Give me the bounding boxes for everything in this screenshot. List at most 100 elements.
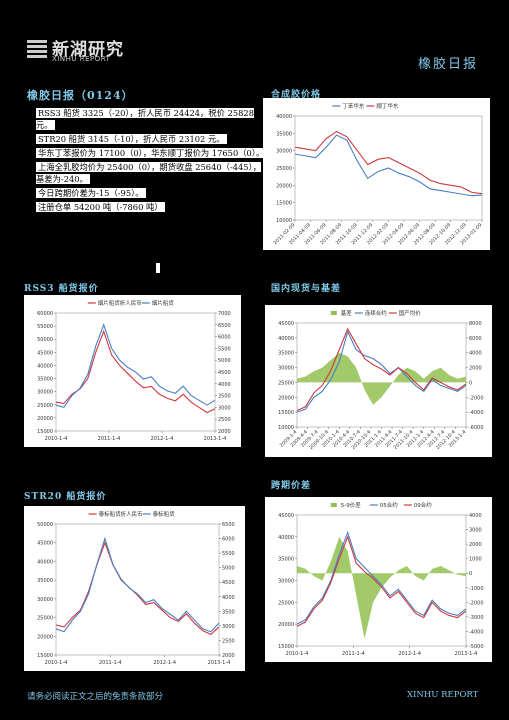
y-tick-label: 20000 xyxy=(37,634,53,640)
section-title-str20: STR20 船货报价 xyxy=(24,492,107,502)
y-tick-label: 60000 xyxy=(37,311,53,317)
chart-spread: 15000 20000 25000 30000 35000 40000 45000 -5000… xyxy=(265,497,492,662)
plot-frame xyxy=(55,523,220,656)
series-line xyxy=(294,130,483,195)
x-tick-label: 2011-1-4 xyxy=(99,660,122,666)
series-line xyxy=(296,330,467,413)
y-right-tick-label: 4500 xyxy=(218,370,231,376)
y-right-tick-label: 6000 xyxy=(218,335,231,341)
y-tick-label: 20000 xyxy=(278,395,294,401)
series-line xyxy=(55,329,216,414)
y-right-tick-label: 3500 xyxy=(218,394,231,400)
section-title-spread: 跨期价差 xyxy=(271,481,312,491)
y-right-tick-label: 5500 xyxy=(218,346,231,352)
summary-item: 今日跨期价差为-15（-95）。 xyxy=(36,188,146,198)
legend-swatch xyxy=(330,503,337,507)
x-tick-label: 2011-1-4 xyxy=(342,651,365,657)
y-tick-label: 40000 xyxy=(278,336,294,342)
y-tick-label: 15000 xyxy=(37,653,53,659)
y-right-tick-label: -6000 xyxy=(469,425,484,431)
x-tick-label: 2013-1-4 xyxy=(208,660,231,666)
y-tick-label: 10000 xyxy=(278,425,294,431)
chart-synthetic: 10000 15000 20000 25000 30000 35000 40000 2011-… xyxy=(263,98,490,250)
x-tick-label: 2012-1-4 xyxy=(398,651,421,657)
y-right-tick-label: -5000 xyxy=(469,644,484,650)
y-tick-label: 35000 xyxy=(276,131,292,137)
logo-icon xyxy=(25,37,49,61)
legend-label: 烟片船货 xyxy=(152,299,175,307)
y-right-tick-label: 2500 xyxy=(222,638,235,644)
chart-svg: 100001500020000250003000035000400002011-… xyxy=(272,102,483,246)
summary-item: RSS3 船货 3325（-20），折人民币 24424，税价 25828 元。 xyxy=(36,108,254,130)
x-tick-label: 2013-1-4 xyxy=(204,436,227,442)
legend-label: 顺丁华东 xyxy=(376,102,399,110)
y-right-tick-label: 6500 xyxy=(222,522,235,528)
y-right-tick-label: 3000 xyxy=(222,624,235,630)
series-line xyxy=(296,535,467,627)
y-right-tick-label: 1000 xyxy=(469,557,482,563)
y-right-tick-label: 6000 xyxy=(469,336,482,342)
y-right-tick-label: 8000 xyxy=(469,321,482,327)
y-tick-label: 15000 xyxy=(278,410,294,416)
x-tick-label: 2012-1-4 xyxy=(151,436,174,442)
y-right-tick-label: 0 xyxy=(469,380,472,386)
summary-title: 橡胶日报（0124） xyxy=(27,89,134,102)
y-tick-label: 30000 xyxy=(276,149,292,155)
y-right-tick-label: 2000 xyxy=(218,429,231,435)
legend-label: 泰标船货 xyxy=(153,510,176,518)
series-line xyxy=(296,530,467,625)
y-right-tick-label: -2000 xyxy=(469,395,484,401)
y-right-tick-label: 2000 xyxy=(469,366,482,372)
series-line xyxy=(296,327,467,412)
y-right-tick-label: 4000 xyxy=(222,595,235,601)
x-tick-label: 2012-1-4 xyxy=(153,660,176,666)
section-title-rss3: RSS3 船货报价 xyxy=(24,284,99,294)
legend: 烟片船货折人民币 烟片船货 xyxy=(87,299,175,307)
y-right-tick-label: 0 xyxy=(469,571,472,577)
chart-svg: 1000015000200002500030000350004000045000… xyxy=(278,309,484,451)
x-tick-label: 2010-1-4 xyxy=(45,660,68,666)
y-tick-label: 40000 xyxy=(37,363,53,369)
y-tick-label: 40000 xyxy=(276,114,292,120)
chart-rss3: 15000 20000 25000 30000 35000 40000 45000 50000… xyxy=(24,295,241,447)
chart-svg: 15000 20000 25000 30000 35000 40000 45000 50000… xyxy=(37,299,231,442)
legend-label: 5-9价差 xyxy=(341,501,361,509)
legend-swatch xyxy=(330,311,337,315)
summary-item: 华东丁苯报价为 17100（0），华东顺丁报价为 17650（0）。 xyxy=(36,148,267,158)
chart-str20: 15000 20000 25000 30000 35000 40000 45000 50000… xyxy=(24,506,245,671)
y-tick-label: 40000 xyxy=(37,559,53,565)
footer-brand: XINHU REPORT xyxy=(407,690,479,700)
y-right-tick-label: 5000 xyxy=(218,358,231,364)
y-tick-label: 50000 xyxy=(37,522,53,528)
series-line xyxy=(294,134,483,197)
summary-item: 注册仓单 54200 吨（-7860 吨） xyxy=(36,202,165,212)
y-tick-label: 55000 xyxy=(37,324,53,330)
chart-svg: 15000 20000 25000 30000 35000 40000 45000 50000… xyxy=(37,510,235,666)
legend-label: 连续合约 xyxy=(365,309,388,317)
y-right-tick-label: -2000 xyxy=(469,600,484,606)
y-right-tick-label: 7000 xyxy=(218,311,231,317)
y-right-tick-label: 5500 xyxy=(222,551,235,557)
y-tick-label: 35000 xyxy=(37,578,53,584)
y-tick-label: 15000 xyxy=(278,644,294,650)
y-tick-label: 25000 xyxy=(37,403,53,409)
series-line xyxy=(55,536,220,633)
y-right-tick-label: 4000 xyxy=(469,351,482,357)
legend: 5-9价差 05合约 09合约 xyxy=(330,501,432,509)
x-tick-label: 2013-1-4 xyxy=(455,651,478,657)
y-right-tick-label: 2000 xyxy=(469,542,482,548)
legend: 基差 连续合约 国产均价 xyxy=(330,309,421,317)
y-tick-label: 25000 xyxy=(37,616,53,622)
y-tick-label: 30000 xyxy=(37,390,53,396)
x-tick-label: 2010-1-4 xyxy=(286,651,309,657)
y-tick-label: 45000 xyxy=(37,350,53,356)
y-tick-label: 15000 xyxy=(37,429,53,435)
logo-cn: 新湖研究 xyxy=(52,40,124,60)
y-tick-label: 20000 xyxy=(278,622,294,628)
legend-label: 05合约 xyxy=(380,501,398,509)
y-tick-label: 10000 xyxy=(276,218,292,224)
legend-label: 烟片船货折人民币 xyxy=(98,299,143,307)
y-right-tick-label: 2500 xyxy=(218,417,231,423)
y-tick-label: 50000 xyxy=(37,337,53,343)
y-tick-label: 35000 xyxy=(278,557,294,563)
